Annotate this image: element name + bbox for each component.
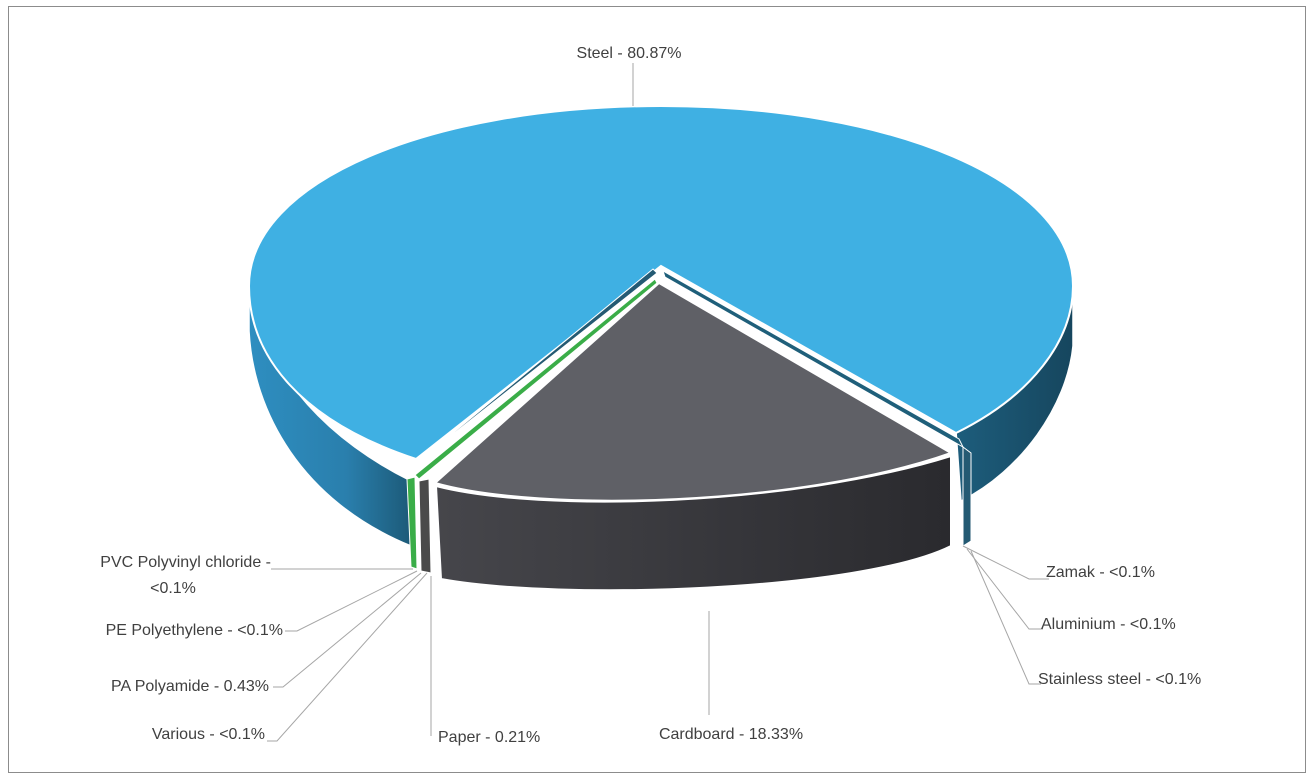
pa-leader bbox=[273, 572, 422, 688]
label-pe: PE Polyethylene - <0.1% bbox=[106, 622, 283, 639]
label-steel: Steel - 80.87% bbox=[577, 45, 682, 62]
label-various: Various - <0.1% bbox=[152, 726, 265, 743]
pa-slice bbox=[414, 278, 658, 480]
zamak-leader bbox=[962, 545, 1049, 580]
steel-slice bbox=[247, 104, 1075, 461]
label-pvc-line1: PVC Polyvinyl chloride - bbox=[100, 554, 271, 571]
label-zamak: Zamak - <0.1% bbox=[1046, 564, 1155, 581]
pa-slice-side bbox=[406, 476, 418, 570]
label-cardboard: Cardboard - 18.33% bbox=[659, 726, 803, 743]
label-pa: PA Polyamide - 0.43% bbox=[111, 678, 269, 695]
label-aluminium: Aluminium - <0.1% bbox=[1041, 616, 1176, 633]
pvc-slice bbox=[408, 268, 658, 470]
cardboard-slice bbox=[432, 281, 954, 502]
label-paper: Paper - 0.21% bbox=[438, 729, 540, 746]
various-leader bbox=[267, 572, 428, 742]
chart-frame: Steel - 80.87% Zamak - <0.1% Aluminium -… bbox=[8, 6, 1306, 773]
label-pvc-line2: <0.1% bbox=[150, 580, 196, 597]
stainless-leader bbox=[970, 550, 1041, 685]
pie-chart: Steel - 80.87% Zamak - <0.1% Aluminium -… bbox=[100, 45, 1201, 746]
aluminium-leader bbox=[966, 548, 1043, 630]
pe-leader bbox=[285, 570, 418, 632]
stainless-slice-side bbox=[962, 446, 972, 547]
paper-slice-side bbox=[418, 478, 432, 574]
label-stainless: Stainless steel - <0.1% bbox=[1038, 671, 1201, 688]
